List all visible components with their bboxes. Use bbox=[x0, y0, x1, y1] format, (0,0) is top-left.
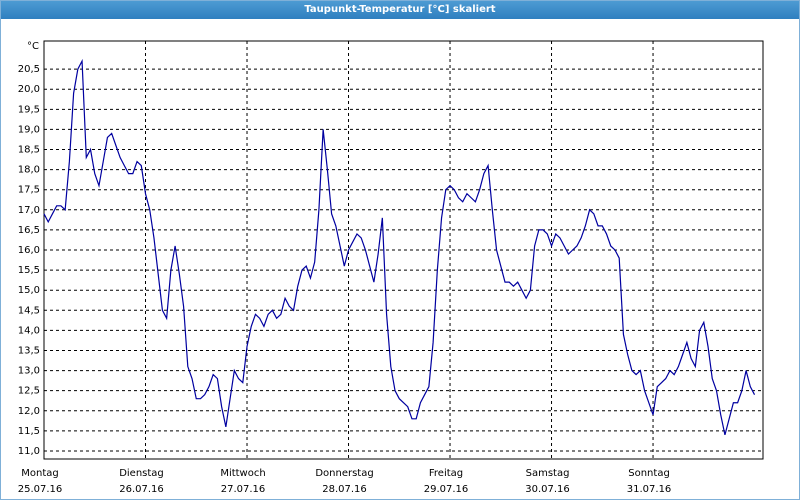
y-tick-label: 15,5 bbox=[18, 265, 40, 276]
y-tick-label: 11,0 bbox=[18, 446, 40, 457]
y-tick-label: 17,5 bbox=[18, 185, 40, 196]
x-tick-date: 26.07.16 bbox=[119, 484, 164, 495]
y-tick-label: 17,0 bbox=[18, 205, 40, 216]
y-tick-label: 19,5 bbox=[18, 104, 40, 115]
x-tick-label: Sonntag bbox=[628, 468, 670, 479]
y-tick-label: 13,0 bbox=[18, 366, 40, 377]
y-tick-label: 16,5 bbox=[18, 225, 40, 236]
x-tick-label: Montag bbox=[21, 468, 58, 479]
x-tick-label: Dienstag bbox=[119, 468, 164, 479]
y-tick-label: 15,0 bbox=[18, 285, 40, 296]
x-tick-date: 29.07.16 bbox=[424, 484, 469, 495]
y-tick-label: 18,5 bbox=[18, 145, 40, 156]
y-tick-label: 12,5 bbox=[18, 386, 40, 397]
y-tick-label: 13,5 bbox=[18, 345, 40, 356]
x-tick-date: 30.07.16 bbox=[525, 484, 570, 495]
x-tick-date: 28.07.16 bbox=[322, 484, 367, 495]
plot-frame bbox=[43, 40, 764, 460]
y-tick-label: 18,0 bbox=[18, 165, 40, 176]
chart-title: Taupunkt-Temperatur [°C] skaliert bbox=[1, 1, 799, 19]
data-line bbox=[43, 58, 756, 436]
x-tick-label: Donnerstag bbox=[315, 468, 373, 479]
y-tick-label: 14,0 bbox=[18, 325, 40, 336]
y-tick-label: 20,5 bbox=[18, 64, 40, 75]
y-tick-label: 11,5 bbox=[18, 426, 40, 437]
x-tick-date: 25.07.16 bbox=[18, 484, 63, 495]
y-tick-label: 19,0 bbox=[18, 124, 40, 135]
y-tick-label: 20,0 bbox=[18, 84, 40, 95]
y-tick-label: 12,0 bbox=[18, 406, 40, 417]
y-tick-label: 16,0 bbox=[18, 245, 40, 256]
y-tick-label: 14,5 bbox=[18, 305, 40, 316]
x-tick-label: Freitag bbox=[429, 468, 463, 479]
x-tick-date: 31.07.16 bbox=[627, 484, 672, 495]
x-tick-label: Samstag bbox=[526, 468, 570, 479]
y-unit: °C bbox=[27, 41, 39, 52]
x-tick-label: Mittwoch bbox=[220, 468, 265, 479]
x-tick-date: 27.07.16 bbox=[221, 484, 266, 495]
